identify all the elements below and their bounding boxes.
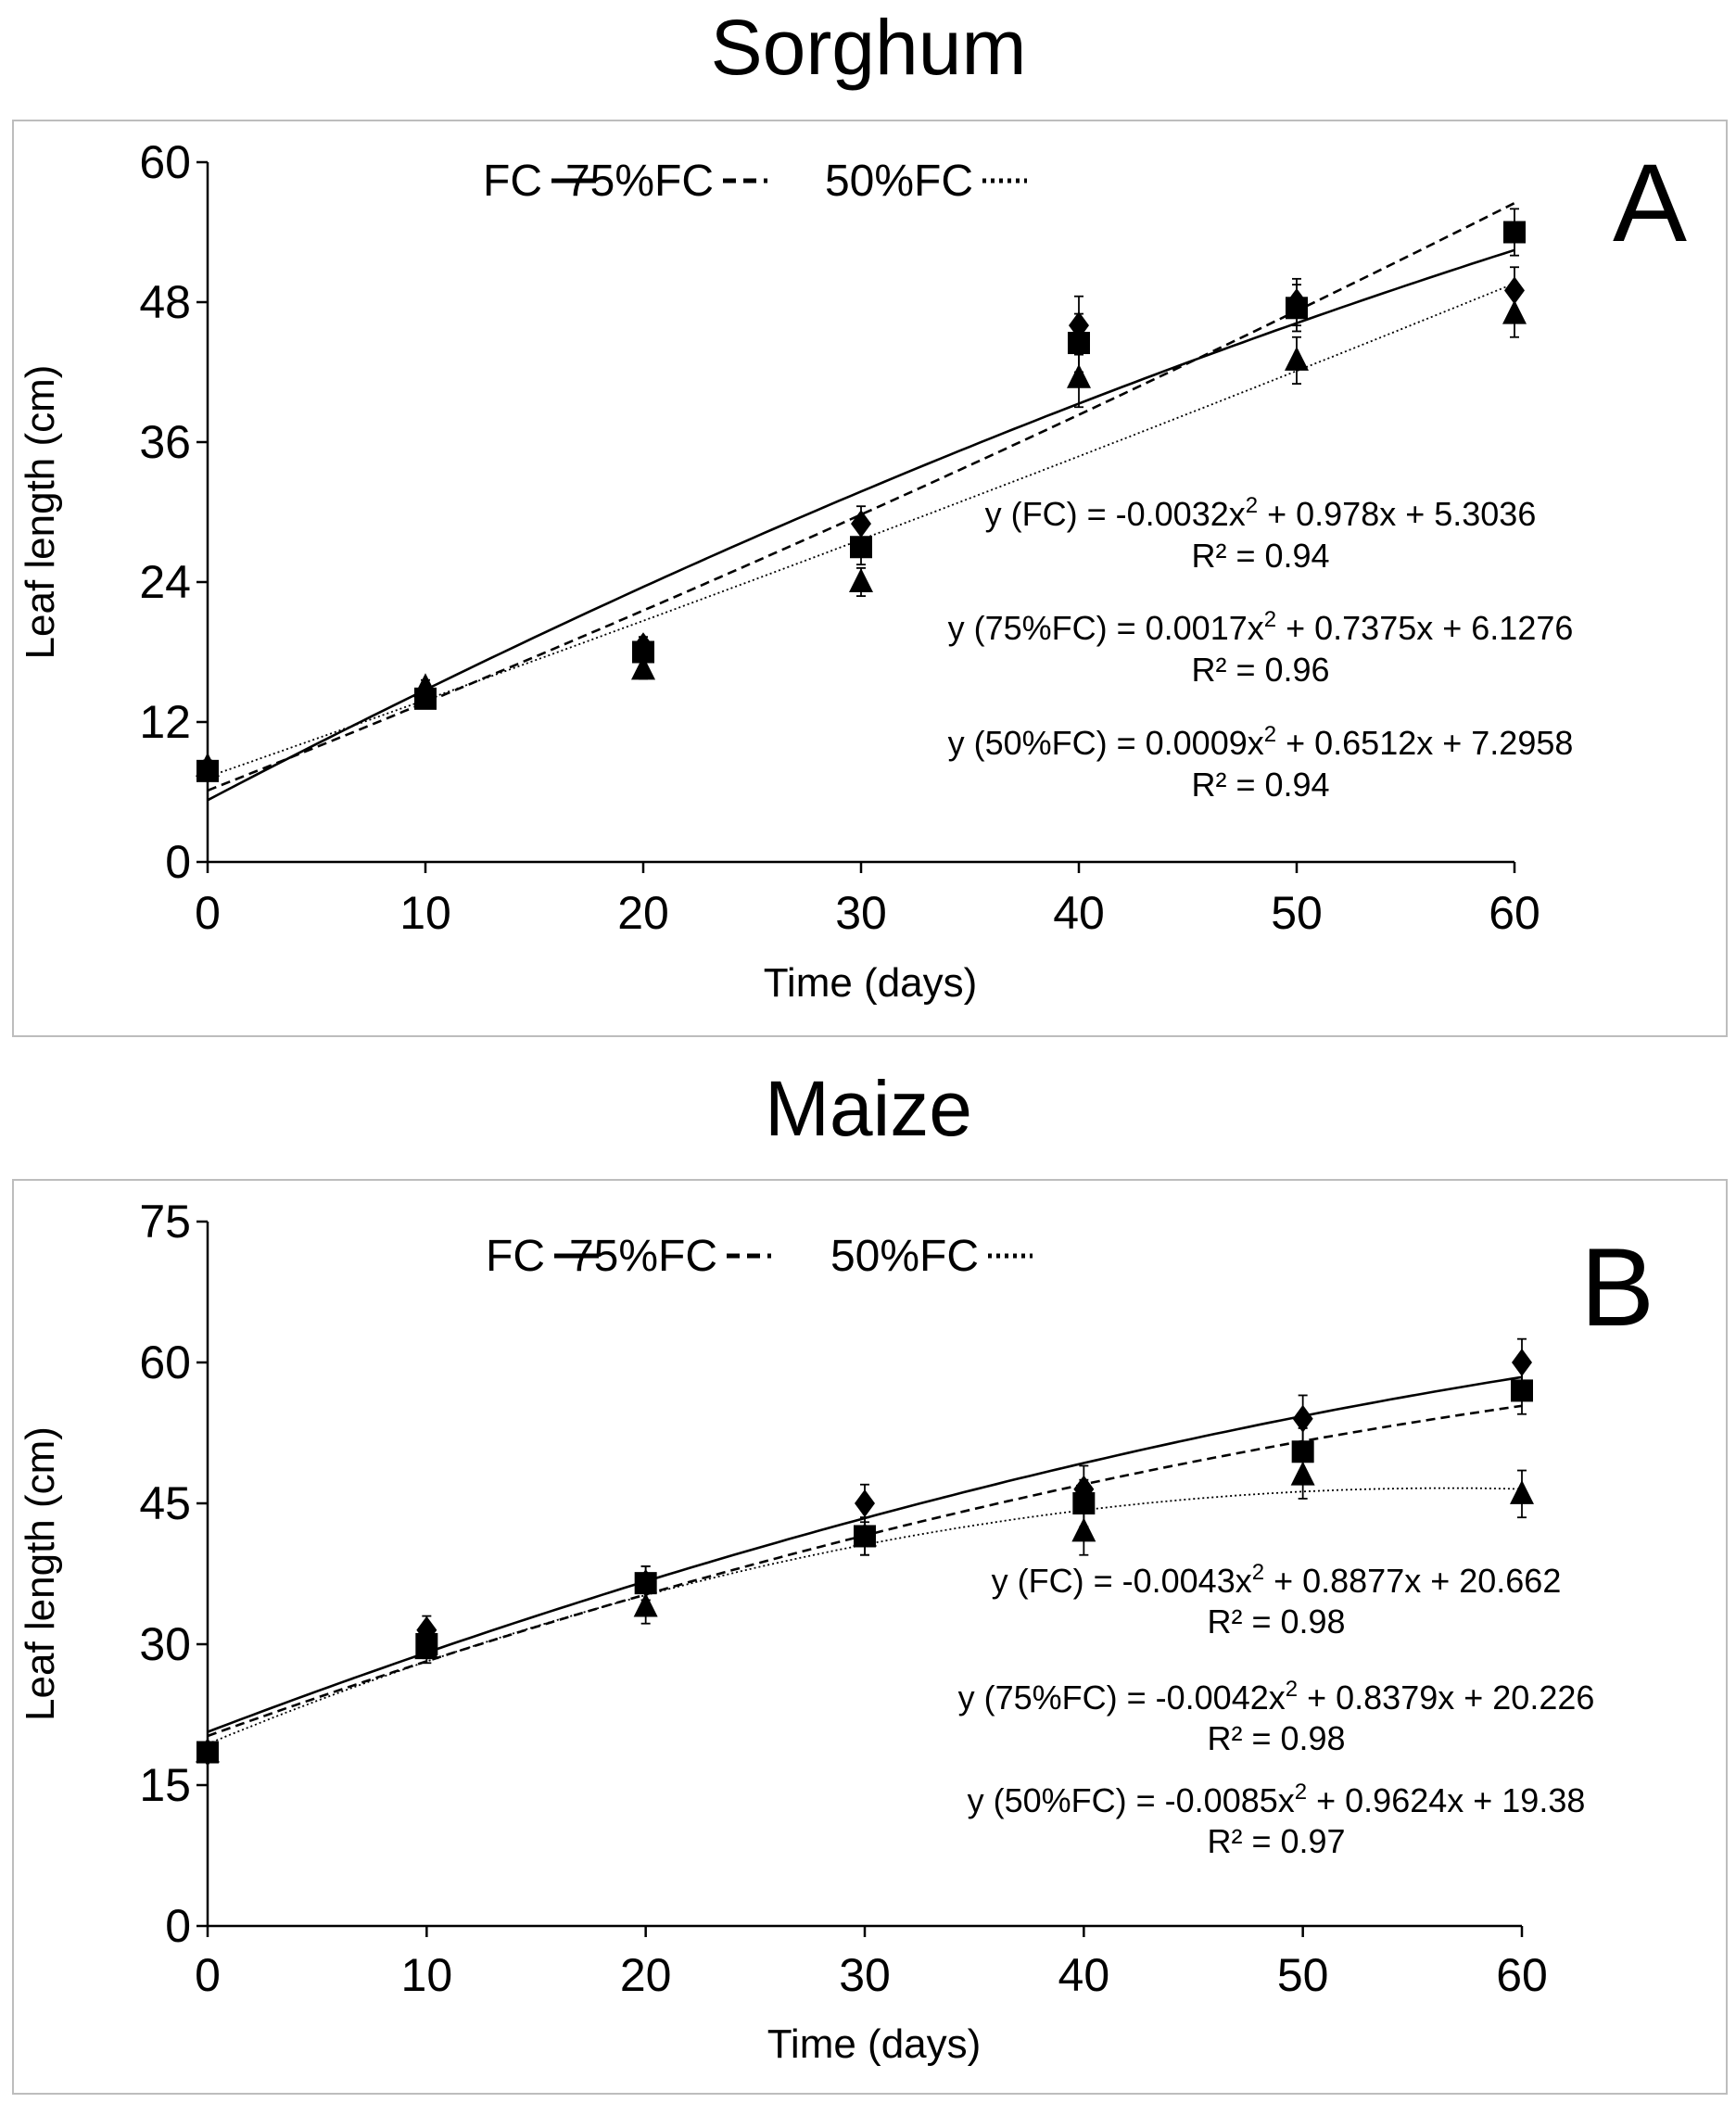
y-tick-label: 48 (139, 276, 191, 328)
equation-exponent: 2 (1264, 607, 1276, 632)
data-point-75pctfc (1503, 221, 1526, 244)
trend-equation: y (FC) = -0.0043x2 + 0.8877x + 20.662 (992, 1560, 1562, 1600)
equation-rest: + 0.8379x + 20.226 (1298, 1679, 1594, 1717)
equation-rest: + 0.9624x + 19.38 (1307, 1781, 1585, 1819)
y-tick-label: 36 (139, 416, 191, 468)
data-point-50pctfc (1502, 299, 1527, 324)
data-point-50pctfc (414, 1635, 439, 1660)
panel-label: B (1580, 1225, 1654, 1349)
y-tick-label: 0 (165, 836, 191, 888)
x-tick-label: 60 (1489, 887, 1540, 939)
chart-frame (12, 1179, 1728, 2095)
data-point-50pctfc (1510, 1479, 1534, 1504)
trend-equation: y (75%FC) = 0.0017x2 + 0.7375x + 6.1276 (948, 607, 1574, 647)
panel-label: A (1613, 141, 1687, 265)
y-tick-label: 60 (139, 136, 191, 188)
legend-label: 75%FC (565, 157, 714, 206)
data-point-50pctfc (1285, 346, 1309, 371)
equation-exponent: 2 (1295, 1780, 1307, 1805)
equation-rest: + 0.978x + 5.3036 (1258, 495, 1536, 533)
trend-equation: y (50%FC) = -0.0085x2 + 0.9624x + 19.38 (968, 1780, 1586, 1819)
equation-main: y (50%FC) = -0.0085x (968, 1781, 1295, 1819)
x-tick-label: 20 (620, 1949, 672, 2001)
y-tick-label: 12 (139, 696, 191, 748)
equation-rest: + 0.8877x + 20.662 (1264, 1562, 1561, 1600)
y-axis-label: Leaf length (cm) (18, 365, 63, 660)
y-tick-label: 15 (139, 1759, 191, 1811)
x-tick-label: 10 (401, 1949, 453, 2001)
y-tick-label: 45 (139, 1477, 191, 1529)
y-tick-label: 60 (139, 1337, 191, 1388)
legend-label: FC (486, 1232, 545, 1281)
equation-main: y (FC) = -0.0043x (992, 1562, 1252, 1600)
x-tick-label: 0 (195, 1949, 221, 2001)
x-tick-label: 50 (1271, 887, 1323, 939)
chart-panel-a: Sorghum A 0 12 24 36 48 60 0 10 20 30 40 50 60 Time (da… (12, 4, 1728, 1037)
x-axis-label: Time (days) (767, 2021, 982, 2067)
y-axis-label: Leaf length (cm) (18, 1426, 63, 1721)
x-tick-label: 10 (399, 887, 451, 939)
equation-rest: + 0.7375x + 6.1276 (1276, 609, 1573, 647)
equation-rest: + 0.6512x + 7.2958 (1276, 724, 1573, 762)
x-tick-label: 40 (1058, 1949, 1110, 2001)
equation-main: y (FC) = -0.0032x (985, 495, 1246, 533)
trend-equation: y (FC) = -0.0032x2 + 0.978x + 5.3036 (985, 493, 1537, 533)
equation-main: y (75%FC) = 0.0017x (948, 609, 1264, 647)
legend-label: 50%FC (830, 1232, 979, 1281)
data-point-75pctfc (1286, 297, 1308, 320)
chart-panel-b: Maize B 0 15 30 45 60 75 0 10 20 30 40 50 60 Time (days… (12, 1065, 1728, 2095)
legend-label: FC (483, 157, 542, 206)
equation-exponent: 2 (1252, 1560, 1264, 1585)
y-tick-label: 30 (139, 1618, 191, 1670)
x-tick-label: 60 (1496, 1949, 1548, 2001)
equation-main: y (75%FC) = -0.0042x (958, 1679, 1286, 1717)
data-point-fc (1292, 1404, 1313, 1433)
trend-equation: y (50%FC) = 0.0009x2 + 0.6512x + 7.2958 (948, 722, 1574, 762)
chart-title: Sorghum (711, 4, 1027, 91)
data-point-50pctfc (196, 752, 220, 777)
data-point-50pctfc (196, 1738, 220, 1763)
equation-exponent: 2 (1264, 722, 1276, 747)
data-point-75pctfc (1511, 1379, 1533, 1402)
x-tick-label: 20 (617, 887, 669, 939)
equation-exponent: 2 (1246, 493, 1258, 518)
r-squared: R² = 0.96 (1191, 651, 1329, 689)
data-point-50pctfc (1071, 1517, 1096, 1542)
data-point-50pctfc (631, 655, 655, 680)
data-point-50pctfc (1067, 363, 1091, 388)
data-point-50pctfc (413, 673, 437, 698)
data-point-50pctfc (853, 1522, 877, 1547)
data-point-fc (855, 1489, 875, 1517)
equation-main: y (50%FC) = 0.0009x (948, 724, 1264, 762)
x-tick-label: 0 (195, 887, 221, 939)
x-tick-label: 50 (1277, 1949, 1329, 2001)
r-squared: R² = 0.94 (1191, 537, 1329, 575)
y-tick-label: 75 (139, 1196, 191, 1248)
data-point-50pctfc (633, 1592, 658, 1617)
r-squared: R² = 0.94 (1191, 766, 1329, 804)
x-tick-label: 40 (1053, 887, 1105, 939)
legend-label: 75%FC (569, 1232, 717, 1281)
chart-frame (12, 120, 1728, 1037)
x-axis-label: Time (days) (764, 960, 978, 1006)
x-tick-label: 30 (839, 1949, 891, 2001)
r-squared: R² = 0.98 (1207, 1719, 1345, 1757)
r-squared: R² = 0.98 (1207, 1603, 1345, 1641)
data-point-fc (1512, 1349, 1532, 1376)
trend-equation: y (75%FC) = -0.0042x2 + 0.8379x + 20.226 (958, 1677, 1595, 1717)
data-point-75pctfc (850, 536, 872, 559)
y-tick-label: 0 (165, 1900, 191, 1952)
chart-title: Maize (765, 1065, 972, 1152)
data-point-fc (851, 510, 871, 538)
data-point-50pctfc (1290, 1461, 1315, 1486)
data-point-50pctfc (849, 568, 873, 592)
legend-label: 50%FC (825, 157, 973, 206)
equation-exponent: 2 (1286, 1677, 1298, 1702)
x-tick-label: 30 (835, 887, 887, 939)
y-tick-label: 24 (139, 556, 191, 608)
r-squared: R² = 0.97 (1207, 1822, 1345, 1860)
